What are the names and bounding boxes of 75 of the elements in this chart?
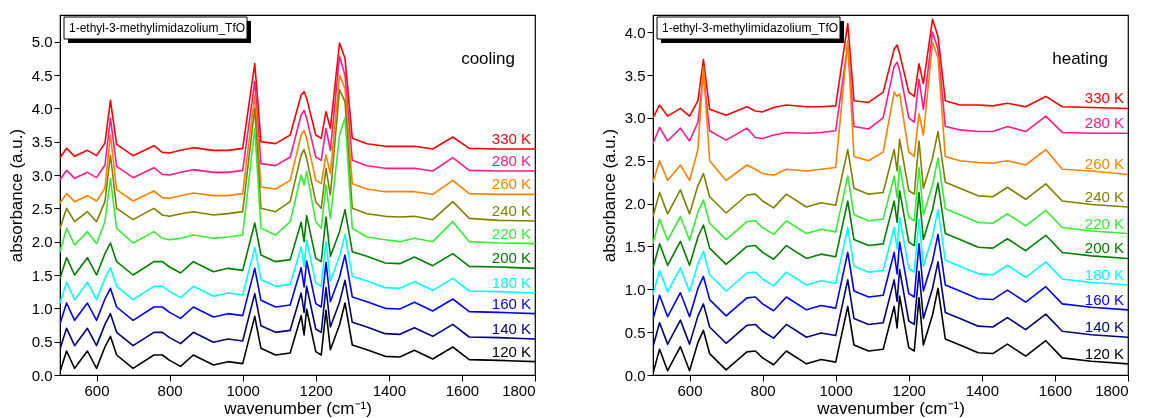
x-tick-label: 800 <box>157 381 183 399</box>
y-axis-title: absorbance (a.u.) <box>599 128 619 263</box>
y-tick-label: 0.5 <box>624 323 646 341</box>
series-label: 220 K <box>491 224 531 242</box>
y-tick-label: 3.0 <box>624 109 646 127</box>
y-tick-label: 0.0 <box>31 366 53 384</box>
line-series <box>60 88 535 230</box>
x-tick-label: 1600 <box>445 381 480 399</box>
line-series <box>653 130 1128 218</box>
line-series <box>653 261 1128 348</box>
line-series <box>653 157 1128 244</box>
line-series <box>653 208 1128 296</box>
series-label: 160 K <box>491 294 531 312</box>
series-label: 200 K <box>491 249 531 267</box>
y-tick-label: 5.0 <box>31 33 53 51</box>
x-tick-label: 1000 <box>226 381 260 399</box>
x-tick-label: 1800 <box>1095 381 1129 399</box>
annotation: cooling <box>461 49 515 68</box>
y-tick-label: 4.0 <box>31 99 53 117</box>
x-axis-title: wavenumber (cm⁻¹) <box>816 398 965 418</box>
series-label: 200 K <box>1084 239 1124 257</box>
text: 1-ethyl-3-methylimidazolium_TfO <box>662 21 839 35</box>
y-tick-label: 1.0 <box>31 299 53 317</box>
series-label: 160 K <box>1084 290 1124 308</box>
series-label: 120 K <box>491 342 531 360</box>
y-tick-label: 4.5 <box>31 66 53 84</box>
series-label: 140 K <box>491 320 531 337</box>
line-series <box>653 182 1128 269</box>
x-tick-label: 1400 <box>965 381 1000 399</box>
x-tick-label: 1000 <box>819 381 853 399</box>
series-label: 280 K <box>491 152 531 169</box>
y-tick-label: 2.5 <box>31 199 53 217</box>
line-series <box>60 208 535 280</box>
y-tick-label: 2.5 <box>624 152 646 170</box>
series-label: 120 K <box>1084 344 1124 362</box>
y-tick-label: 4.0 <box>624 23 646 41</box>
x-axis-title: wavenumber (cm⁻¹) <box>223 398 372 418</box>
y-tick-label: 0.0 <box>624 366 646 384</box>
x-tick-label: 800 <box>750 381 776 399</box>
x-tick-label: 1200 <box>892 381 926 399</box>
annotation: heating <box>1052 49 1108 68</box>
y-tick-label: 3.5 <box>624 66 646 84</box>
line-series <box>60 74 535 204</box>
series-label: 330 K <box>1084 89 1124 107</box>
x-tick-label: 600 <box>84 381 110 399</box>
x-tick-label: 600 <box>677 381 703 399</box>
line-series <box>60 254 535 325</box>
series-label: 240 K <box>491 202 531 219</box>
line-series <box>60 116 535 253</box>
x-tick-label: 1600 <box>1038 381 1073 399</box>
y-tick-label: 0.5 <box>31 333 53 351</box>
series-label: 220 K <box>1084 214 1124 232</box>
line-series <box>653 18 1128 119</box>
y-tick-label: 2.0 <box>31 233 53 251</box>
series-label: 260 K <box>1084 155 1124 173</box>
series-label: 180 K <box>491 274 531 291</box>
series-label: 180 K <box>1084 266 1124 283</box>
x-tick-label: 1800 <box>502 381 536 399</box>
series-label: 240 K <box>1084 188 1124 205</box>
series-label: 280 K <box>1084 114 1124 132</box>
y-tick-label: 2.0 <box>624 195 646 213</box>
y-tick-label: 3.5 <box>31 133 53 151</box>
series-label: 140 K <box>1084 318 1124 336</box>
series-label: 330 K <box>491 130 531 147</box>
series-label: 260 K <box>491 175 531 193</box>
y-tick-label: 1.0 <box>624 280 646 298</box>
y-axis-title: absorbance (a.u.) <box>6 128 26 263</box>
y-tick-label: 1.5 <box>624 237 646 255</box>
x-tick-label: 1200 <box>299 381 333 399</box>
text: 1-ethyl-3-methylimidazolium_TfO <box>69 21 246 35</box>
x-tick-label: 1400 <box>372 381 407 399</box>
y-tick-label: 3.0 <box>31 166 53 184</box>
y-tick-label: 1.5 <box>31 266 53 284</box>
line-series <box>653 233 1128 321</box>
line-series <box>653 39 1128 183</box>
